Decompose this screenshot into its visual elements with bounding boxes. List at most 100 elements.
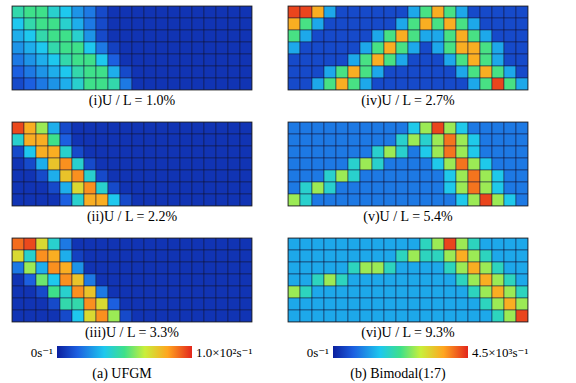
cell — [96, 170, 108, 182]
cell — [324, 310, 336, 322]
cell — [48, 310, 60, 322]
cell — [180, 6, 192, 18]
cell — [180, 286, 192, 298]
cell — [384, 250, 396, 262]
cell — [36, 298, 48, 310]
cell — [72, 134, 84, 146]
cell — [60, 310, 72, 322]
cell — [60, 262, 72, 274]
cell — [312, 194, 324, 206]
cell — [12, 262, 24, 274]
cell — [84, 238, 96, 250]
cell — [216, 310, 228, 322]
caption: (b) Bimodal(1:7) — [350, 366, 446, 382]
cell — [168, 146, 180, 158]
cell — [516, 250, 528, 262]
cell — [60, 182, 72, 194]
cell — [48, 66, 60, 78]
cell — [504, 30, 516, 42]
cell — [24, 54, 36, 66]
cell — [408, 30, 420, 42]
cell — [192, 54, 204, 66]
cell — [72, 262, 84, 274]
cell — [504, 54, 516, 66]
cell — [312, 298, 324, 310]
cell — [384, 54, 396, 66]
cell — [468, 134, 480, 146]
cell — [24, 182, 36, 194]
cell — [180, 274, 192, 286]
cell — [228, 182, 240, 194]
cell — [288, 238, 300, 250]
caption: (a) UFGM — [92, 366, 152, 382]
cell — [456, 134, 468, 146]
cell — [120, 78, 132, 90]
figure-svg: (i)U / L = 1.0%(ii)U / L = 2.2%(iii)U / … — [0, 0, 576, 383]
cell — [96, 274, 108, 286]
cell — [72, 146, 84, 158]
cell — [336, 134, 348, 146]
cell — [48, 158, 60, 170]
cell — [48, 182, 60, 194]
cell — [156, 122, 168, 134]
cell — [324, 298, 336, 310]
cell — [336, 250, 348, 262]
cell — [228, 298, 240, 310]
cell — [480, 78, 492, 90]
cell — [120, 18, 132, 30]
cell — [480, 30, 492, 42]
cell — [396, 274, 408, 286]
cell — [216, 6, 228, 18]
cell — [432, 18, 444, 30]
cell — [240, 250, 252, 262]
cell — [72, 78, 84, 90]
cell — [12, 54, 24, 66]
heatmap-cells — [12, 238, 252, 322]
cell — [360, 170, 372, 182]
cell — [240, 134, 252, 146]
cell — [60, 6, 72, 18]
cell — [444, 274, 456, 286]
cell — [108, 274, 120, 286]
cell — [36, 238, 48, 250]
panel-frame — [288, 238, 528, 322]
cell — [480, 274, 492, 286]
cell — [108, 286, 120, 298]
cell — [132, 238, 144, 250]
cell — [36, 122, 48, 134]
cell — [480, 6, 492, 18]
cell — [288, 134, 300, 146]
cell — [504, 262, 516, 274]
cell — [516, 158, 528, 170]
cell — [204, 134, 216, 146]
cell — [156, 274, 168, 286]
cell — [492, 66, 504, 78]
cell — [408, 238, 420, 250]
cell — [60, 274, 72, 286]
cell — [180, 18, 192, 30]
cell — [324, 134, 336, 146]
cell — [456, 170, 468, 182]
cell — [312, 146, 324, 158]
cell — [408, 262, 420, 274]
cell — [132, 310, 144, 322]
cell — [60, 238, 72, 250]
cell — [372, 42, 384, 54]
cell — [156, 6, 168, 18]
cell — [432, 158, 444, 170]
cell — [120, 250, 132, 262]
cell — [348, 286, 360, 298]
cell — [192, 170, 204, 182]
cell — [396, 158, 408, 170]
cell — [204, 54, 216, 66]
cell — [444, 122, 456, 134]
cell — [240, 238, 252, 250]
cell — [132, 286, 144, 298]
cell — [72, 182, 84, 194]
cell — [408, 158, 420, 170]
cell — [132, 298, 144, 310]
cell — [48, 78, 60, 90]
cell — [36, 286, 48, 298]
cell — [468, 182, 480, 194]
cell — [48, 170, 60, 182]
